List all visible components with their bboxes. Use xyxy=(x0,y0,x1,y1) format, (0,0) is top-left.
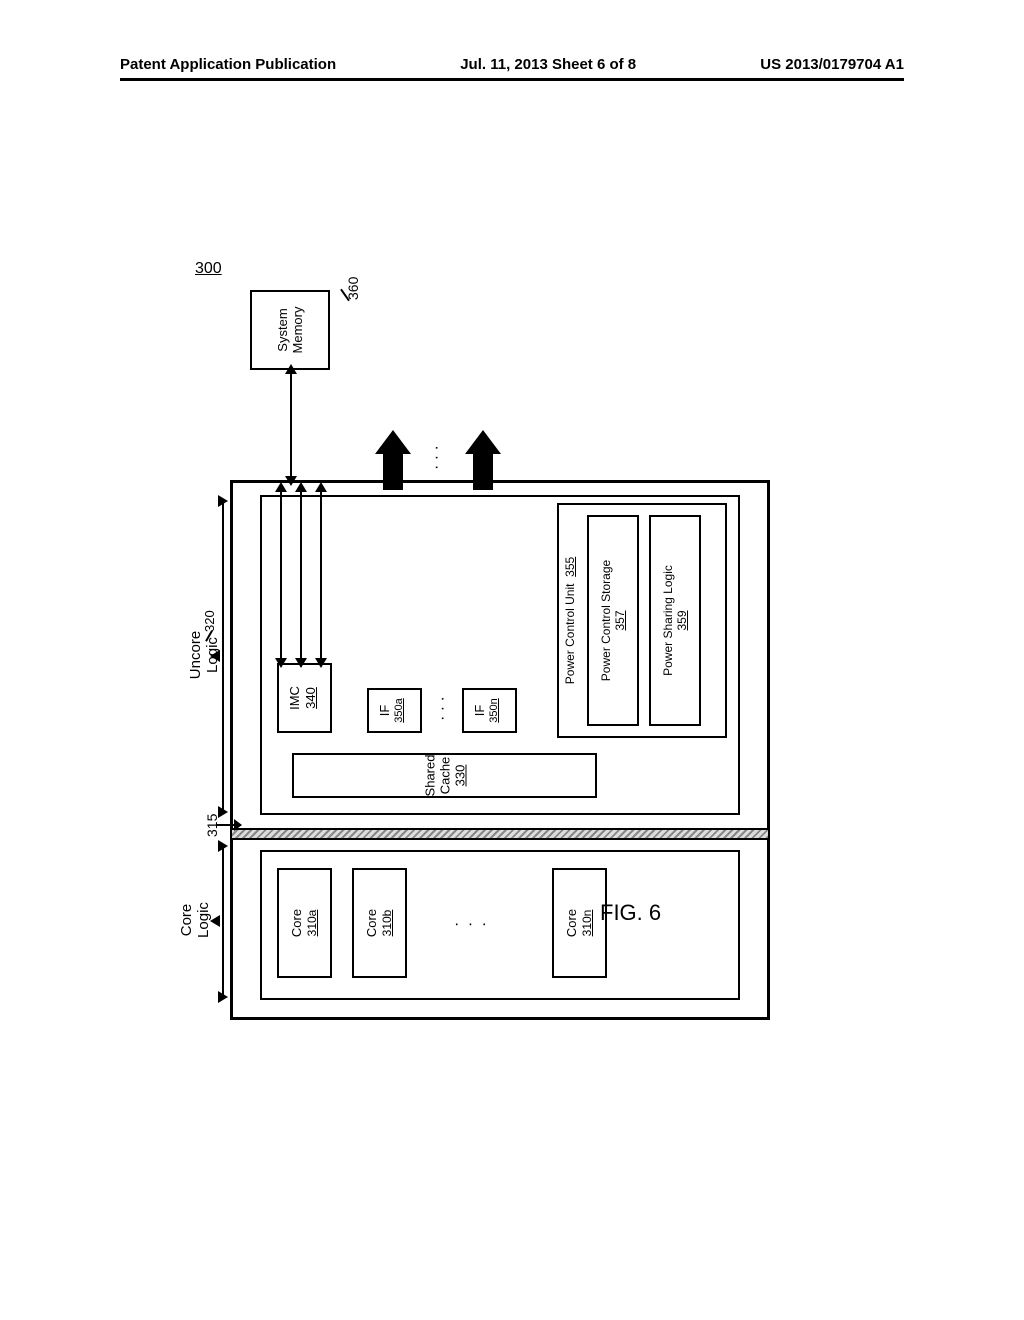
if-a-arrow xyxy=(375,430,411,490)
core-n-ref: 310n xyxy=(580,870,594,976)
core-a-ref: 310a xyxy=(305,870,319,976)
core-b-label: Core xyxy=(364,909,379,937)
core-a-label: Core xyxy=(289,909,304,937)
if-a-label: IF xyxy=(377,705,392,717)
if-ellipsis: · · · xyxy=(434,696,452,721)
system-memory: System Memory xyxy=(250,290,330,370)
header-center: Jul. 11, 2013 Sheet 6 of 8 xyxy=(460,56,636,73)
imc-label: IMC xyxy=(287,686,302,710)
uncore-logic-brace xyxy=(212,495,230,815)
if-n-arrow xyxy=(465,430,501,490)
figure-label: FIG. 6 xyxy=(600,900,661,926)
if-n-label: IF xyxy=(472,705,487,717)
imc-ref: 340 xyxy=(303,665,319,731)
if-a-ref: 350a xyxy=(393,690,406,731)
separator-bar xyxy=(230,828,770,840)
pcs-label: Power Control Storage xyxy=(599,560,613,681)
power-control-unit: Power Control Unit 355 Power Control Sto… xyxy=(557,503,727,738)
header-rule xyxy=(120,78,904,81)
core-n-label: Core xyxy=(564,909,579,937)
core-logic-area: Core 310a Core 310b · · · Core 310n xyxy=(260,850,740,1000)
imc-box: IMC 340 xyxy=(277,663,332,733)
core-n: Core 310n xyxy=(552,868,607,978)
psl-label: Power Sharing Logic xyxy=(661,565,675,676)
uncore-ref: 320 xyxy=(202,610,217,632)
power-sharing-logic: Power Sharing Logic 359 xyxy=(649,515,701,726)
core-b: Core 310b xyxy=(352,868,407,978)
power-control-storage: Power Control Storage 357 xyxy=(587,515,639,726)
shared-cache: Shared Cache 330 xyxy=(292,753,597,798)
pcu-ref: 355 xyxy=(563,557,577,577)
uncore-area: Shared Cache 330 IMC 340 IF 350a · · · I… xyxy=(260,495,740,815)
header-left: Patent Application Publication xyxy=(120,56,336,73)
page-header: Patent Application Publication Jul. 11, … xyxy=(120,56,904,73)
mem-label: System Memory xyxy=(275,307,305,354)
diagram-container: Core 310a Core 310b · · · Core 310n 315 xyxy=(170,280,860,1060)
header-right: US 2013/0179704 A1 xyxy=(760,56,904,73)
cache-label: Shared Cache xyxy=(422,755,452,797)
if-n-ref: 350n xyxy=(488,690,501,731)
page-root: Patent Application Publication Jul. 11, … xyxy=(0,0,1024,1320)
psl-ref: 359 xyxy=(675,610,689,630)
ref-300: 300 xyxy=(195,260,222,278)
if-a-box: IF 350a xyxy=(367,688,422,733)
big-arrow-ellipsis: · · · xyxy=(428,445,446,470)
diagram-rotated: Core 310a Core 310b · · · Core 310n 315 xyxy=(170,280,860,1060)
core-a: Core 310a xyxy=(277,868,332,978)
core-ellipsis: · · · xyxy=(452,915,487,933)
core-logic-brace xyxy=(212,840,230,1000)
core-b-ref: 310b xyxy=(380,870,394,976)
if-n-box: IF 350n xyxy=(462,688,517,733)
pcs-ref: 357 xyxy=(613,610,627,630)
pcu-title: Power Control Unit 355 xyxy=(563,557,577,684)
cache-ref: 330 xyxy=(452,755,467,797)
core-logic-label: Core Logic xyxy=(178,880,212,960)
pcu-label: Power Control Unit xyxy=(563,584,577,685)
